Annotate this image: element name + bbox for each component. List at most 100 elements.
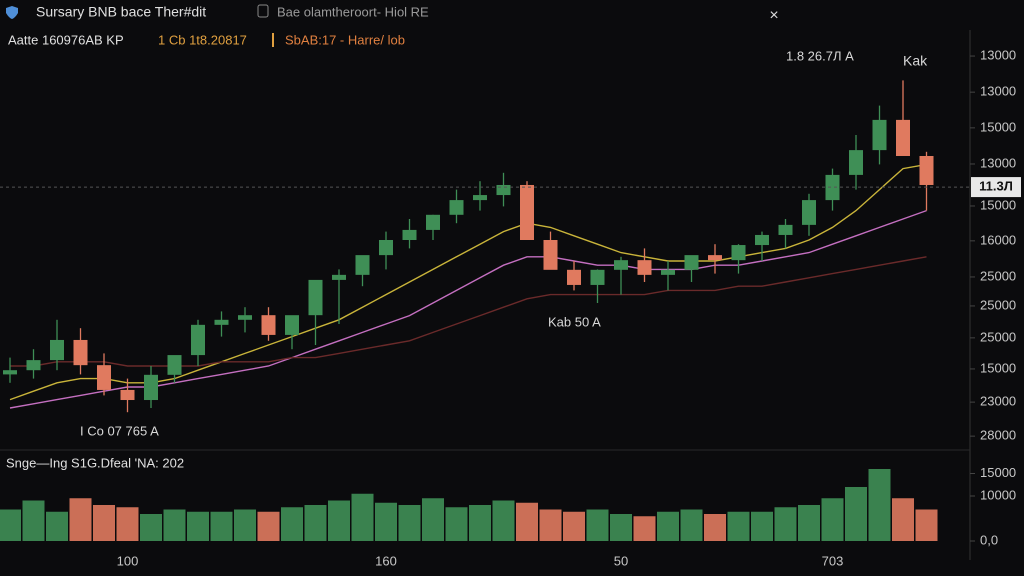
app-icon <box>6 6 18 19</box>
candle-body <box>26 360 41 371</box>
candle-body <box>426 214 440 230</box>
candle-body <box>637 260 652 275</box>
volume-bar <box>610 514 632 541</box>
volume-bar <box>0 509 21 541</box>
candle-body <box>355 255 370 275</box>
volume-bar <box>821 498 844 541</box>
candle-body <box>214 319 229 325</box>
annotation: 1.8 26.7Л A <box>786 48 854 63</box>
candle-body <box>97 365 111 390</box>
candle-body <box>520 184 534 240</box>
volume-bar <box>22 500 45 541</box>
x-tick-label: 703 <box>822 553 844 568</box>
price-info: 1 Cb 1t8.20817 <box>158 32 247 47</box>
price-tag <box>971 177 1021 198</box>
volume-bar <box>351 493 374 541</box>
y-tick-label: 25000 <box>980 297 1016 312</box>
y-tick-label: 16000 <box>980 232 1016 247</box>
y-tick-label: 13000 <box>980 47 1016 62</box>
x-tick-label: 100 <box>117 553 139 568</box>
candle-body <box>872 119 887 151</box>
volume-bar <box>93 505 115 541</box>
price-tag-label: 11.3Л <box>979 179 1013 194</box>
candle-body <box>308 279 323 316</box>
y-tick-label: 25000 <box>980 329 1016 344</box>
candle-body <box>120 389 135 401</box>
candle-body <box>825 174 840 201</box>
volume-bar <box>469 505 491 541</box>
volume-bar <box>539 509 562 541</box>
y-tick-label: 15000 <box>980 197 1016 212</box>
volume-bar <box>563 511 585 541</box>
candle-body <box>684 255 699 270</box>
volume-bar <box>375 502 397 541</box>
volume-bar <box>46 511 68 541</box>
candle-body <box>332 274 346 280</box>
candle-body <box>50 339 64 361</box>
volume-bar <box>445 507 468 541</box>
candle-body <box>73 339 88 366</box>
y-tick-label: 0,0 <box>980 532 998 547</box>
candle-body <box>896 119 910 156</box>
volume-bar <box>492 500 515 541</box>
annotation: I Co 07 765 A <box>80 423 159 438</box>
y-tick-label: 15000 <box>980 119 1016 134</box>
candle-body <box>567 269 581 285</box>
volume-bar <box>328 500 350 541</box>
volume-bar <box>892 498 914 541</box>
y-tick-label: 28000 <box>980 428 1016 443</box>
x-tick-label: 160 <box>375 553 397 568</box>
candle-body <box>708 255 722 261</box>
volume-bar <box>845 487 867 541</box>
candle-body <box>778 224 793 235</box>
volume-bar <box>704 514 726 541</box>
candle-body <box>802 200 816 225</box>
tab-icon <box>257 4 269 18</box>
candle-body <box>731 245 746 261</box>
volume-bar <box>234 509 256 541</box>
volume-bar <box>187 511 209 541</box>
tab[interactable]: Bae olamtheroort- Hiol RE <box>277 4 429 19</box>
window-title: Sursary BNB bace Ther#dit <box>36 4 206 20</box>
candle-body <box>755 234 769 246</box>
candle-body <box>473 195 487 201</box>
volume-bar <box>727 511 750 541</box>
volume-bar <box>304 505 327 541</box>
y-tick-label: 10000 <box>980 487 1016 502</box>
close-button[interactable]: × <box>769 7 778 24</box>
candle-body <box>661 269 675 275</box>
candle-body <box>261 315 276 335</box>
volume-bar <box>633 516 656 541</box>
volume-bar <box>257 511 280 541</box>
volume-bar <box>69 498 92 541</box>
candle-body <box>449 200 464 215</box>
annotation: Kab 50 A <box>548 314 601 329</box>
candle-body <box>191 324 205 356</box>
volume-bar <box>516 502 538 541</box>
y-tick-label: 15000 <box>980 465 1016 480</box>
volume-bar <box>422 498 444 541</box>
moving-average <box>9 163 927 401</box>
symbol-info: Aatte 160976AB KP <box>8 32 124 47</box>
candle-body <box>3 370 17 375</box>
volume-bar <box>680 509 703 541</box>
volume-bar <box>774 507 797 541</box>
candle-body <box>285 315 299 335</box>
y-tick-label: 15000 <box>980 360 1016 375</box>
candle-body <box>379 240 393 256</box>
candle-body <box>167 355 182 375</box>
volume-bar <box>657 511 679 541</box>
annotation: Kak <box>903 53 928 69</box>
candle-body <box>849 150 863 175</box>
y-tick-label: 13000 <box>980 84 1016 99</box>
moving-average <box>10 256 927 367</box>
separator <box>272 33 274 47</box>
candle-body <box>543 240 558 270</box>
volume-bar <box>915 509 938 541</box>
candle-body <box>590 269 605 285</box>
moving-average <box>9 209 927 409</box>
volume-bar <box>798 505 820 541</box>
candle-body <box>402 229 417 240</box>
